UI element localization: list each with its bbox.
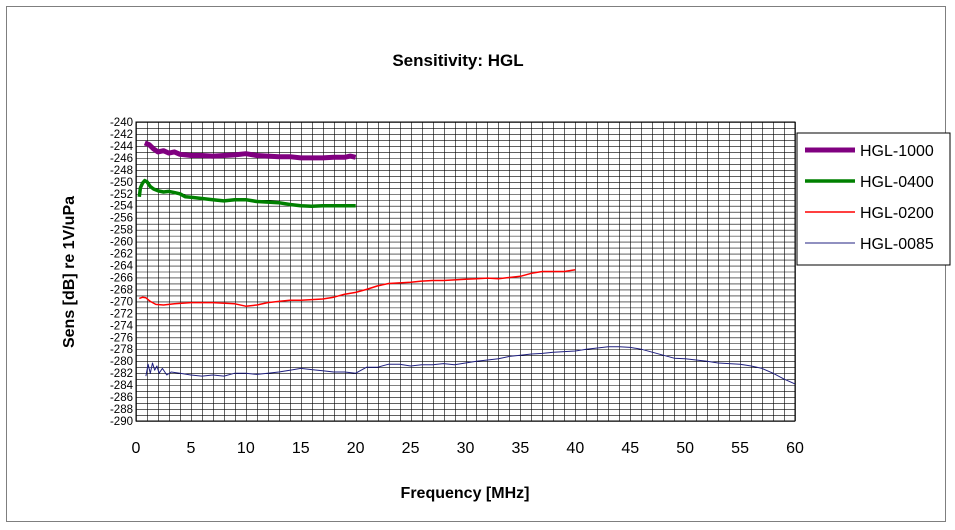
y-tick-label: -254 <box>110 201 134 213</box>
y-tick-label: -252 <box>110 189 133 201</box>
y-tick-label: -248 <box>110 165 133 177</box>
x-tick-label: 50 <box>676 440 694 457</box>
series-line-hgl-0400 <box>137 178 356 209</box>
y-tick-label: -244 <box>110 141 134 153</box>
series-line-hgl-0085 <box>145 346 796 385</box>
y-tick-label: -266 <box>110 272 133 284</box>
y-tick-label: -290 <box>110 416 133 428</box>
y-tick-label: -274 <box>110 320 134 332</box>
legend-label-hgl-0085: HGL-0085 <box>860 236 934 253</box>
series-line-hgl-0200 <box>139 268 576 307</box>
y-tick-label: -284 <box>110 380 134 392</box>
x-tick-label: 45 <box>621 440 639 457</box>
y-tick-label: -276 <box>110 332 133 344</box>
y-axis-ticks: -240-242-244-246-248-250-252-254-256-258… <box>110 117 134 428</box>
x-tick-label: 20 <box>347 440 365 457</box>
series-group <box>137 140 796 385</box>
x-tick-label: 10 <box>237 440 255 457</box>
y-tick-label: -242 <box>110 129 133 141</box>
x-tick-label: 35 <box>512 440 530 457</box>
x-axis-label: Frequency [MHz] <box>401 485 530 502</box>
x-tick-label: 5 <box>186 440 195 457</box>
y-tick-label: -260 <box>110 237 133 249</box>
x-tick-label: 40 <box>566 440 584 457</box>
x-tick-label: 25 <box>402 440 420 457</box>
y-tick-label: -258 <box>110 225 133 237</box>
y-tick-label: -270 <box>110 296 133 308</box>
legend-label-hgl-1000: HGL-1000 <box>860 143 934 160</box>
x-tick-label: 0 <box>132 440 141 457</box>
series-line-hgl-1000 <box>143 140 357 161</box>
y-tick-label: -280 <box>110 356 133 368</box>
legend-label-hgl-0400: HGL-0400 <box>860 174 934 191</box>
y-tick-label: -240 <box>110 117 133 129</box>
plot-area-rect <box>135 121 796 422</box>
y-tick-label: -282 <box>110 368 133 380</box>
x-tick-label: 30 <box>457 440 475 457</box>
y-tick-label: -288 <box>110 404 133 416</box>
y-tick-label: -286 <box>110 392 133 404</box>
plot-area <box>135 121 796 422</box>
x-tick-label: 55 <box>731 440 749 457</box>
legend-label-hgl-0200: HGL-0200 <box>860 205 934 222</box>
x-tick-label: 60 <box>786 440 804 457</box>
y-tick-label: -268 <box>110 284 133 296</box>
y-tick-label: -246 <box>110 153 133 165</box>
y-tick-label: -250 <box>110 177 133 189</box>
x-tick-label: 15 <box>292 440 310 457</box>
y-tick-label: -278 <box>110 344 133 356</box>
x-axis-ticks: 0 5 10 15 20 25 30 35 40 45 50 55 60 <box>132 440 804 457</box>
y-tick-label: -262 <box>110 249 133 261</box>
chart-title: Sensitivity: HGL <box>392 51 523 70</box>
y-tick-label: -264 <box>110 261 134 273</box>
y-axis-label: Sens [dB] re 1V/uPa <box>61 196 78 348</box>
y-tick-label: -256 <box>110 213 133 225</box>
y-tick-label: -272 <box>110 308 133 320</box>
legend: HGL-1000 HGL-0400 HGL-0200 HGL-0085 <box>796 132 951 266</box>
